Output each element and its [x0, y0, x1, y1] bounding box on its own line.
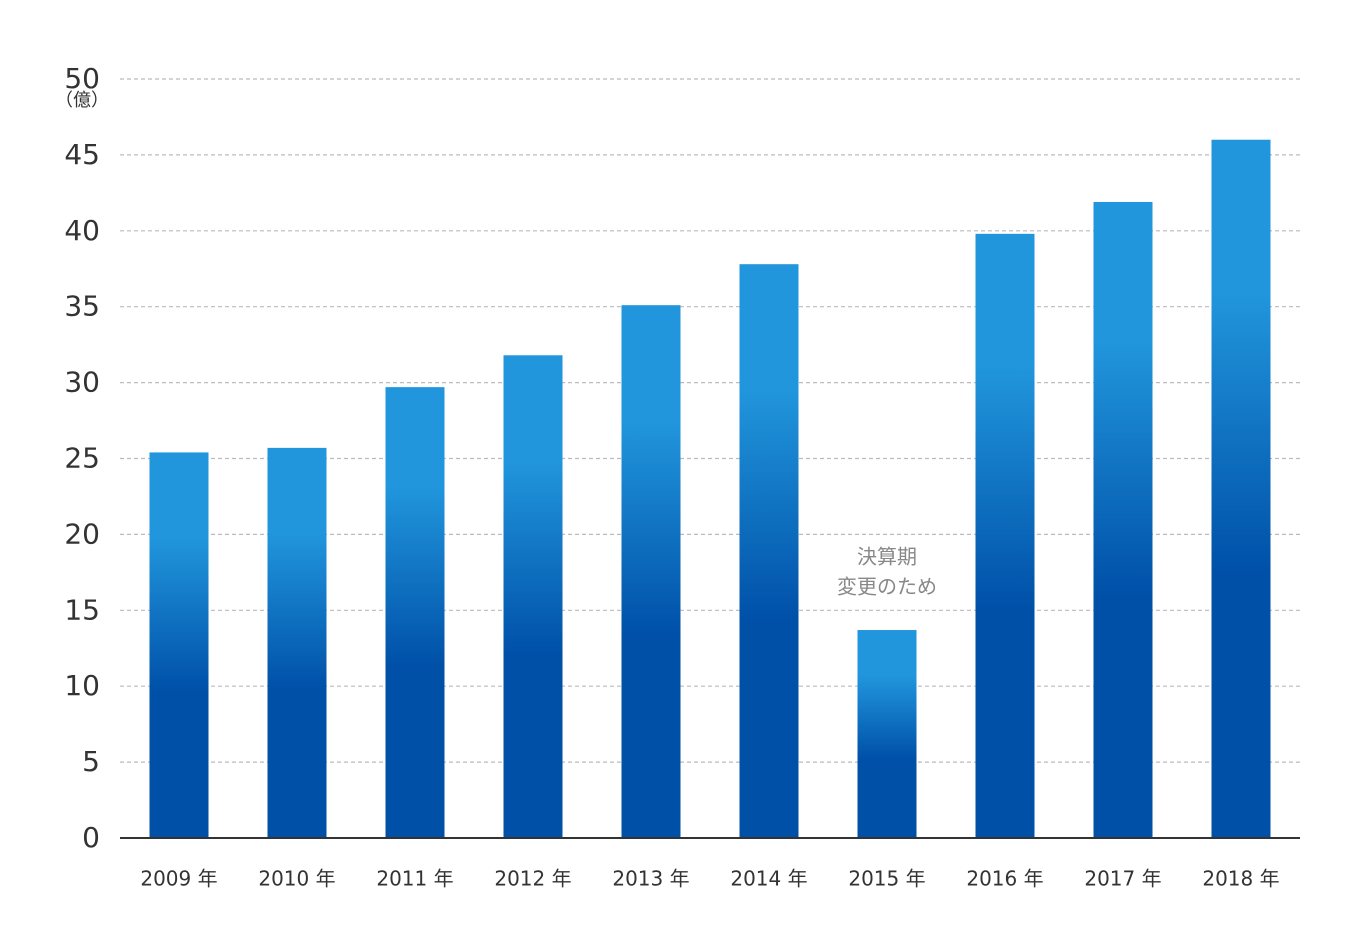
- y-tick-label: 50: [64, 62, 100, 95]
- bar: [621, 305, 681, 838]
- y-tick-label: 15: [64, 593, 100, 626]
- x-tick-label: 2009 年: [140, 867, 217, 891]
- y-tick-label: 25: [64, 442, 100, 475]
- y-tick-label: 30: [64, 366, 100, 399]
- annotation-text: 変更のため: [837, 575, 937, 599]
- bar: [975, 233, 1035, 838]
- y-tick-label: 20: [64, 517, 100, 550]
- x-tick-label: 2013 年: [612, 867, 689, 891]
- y-unit-label: （億）: [55, 90, 109, 111]
- bar: [503, 355, 563, 838]
- bar: [739, 264, 799, 838]
- bar: [149, 452, 209, 838]
- bar: [1093, 201, 1153, 838]
- y-tick-label: 40: [64, 214, 100, 247]
- bar: [385, 387, 445, 838]
- y-tick-labels: 0 5 10 15 20 25 30 35 40 45 50: [64, 62, 100, 854]
- x-tick-label: 2011 年: [376, 867, 453, 891]
- x-tick-labels: 2009 年 2010 年 2011 年 2012 年 2013 年 2014 年 2015…: [140, 867, 1279, 891]
- annotation-text: 決算期: [857, 545, 917, 569]
- y-tick-label: 10: [64, 669, 100, 702]
- x-tick-label: 2017 年: [1084, 867, 1161, 891]
- x-tick-label: 2016 年: [966, 867, 1043, 891]
- x-tick-label: 2012 年: [494, 867, 571, 891]
- y-tick-label: 5: [82, 745, 100, 778]
- y-tick-label: 35: [64, 290, 100, 323]
- x-tick-label: 2010 年: [258, 867, 335, 891]
- bar: [267, 447, 327, 838]
- x-tick-label: 2015 年: [848, 867, 925, 891]
- x-tick-label: 2018 年: [1202, 867, 1279, 891]
- x-tick-label: 2014 年: [730, 867, 807, 891]
- bar: [1211, 139, 1271, 839]
- bars: [149, 139, 1271, 839]
- bar: [857, 630, 917, 838]
- y-tick-label: 0: [82, 821, 100, 854]
- y-tick-label: 45: [64, 138, 100, 171]
